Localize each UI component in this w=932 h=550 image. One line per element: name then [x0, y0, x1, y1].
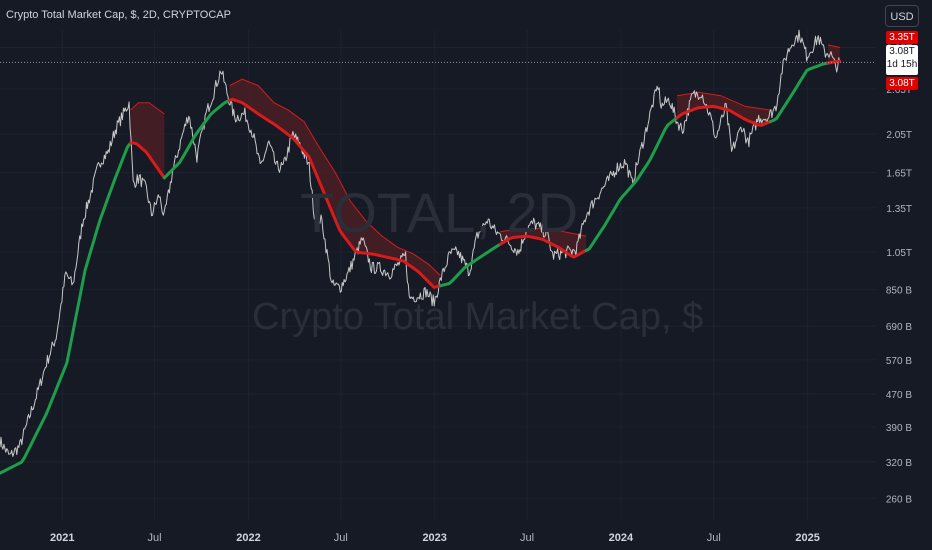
- x-tick-label: 2023: [422, 532, 446, 544]
- y-tick-label: 690 B: [886, 322, 912, 333]
- price-line: [0, 29, 841, 457]
- watermark-name: Crypto Total Market Cap, $: [252, 296, 704, 338]
- trend-segment-bear: [675, 104, 772, 127]
- y-tick-label: 470 B: [886, 390, 912, 401]
- y-tick-label: 2.05T: [886, 130, 912, 141]
- band-price-label: 3.35T: [886, 31, 918, 44]
- trend-segment-bear: [228, 97, 442, 289]
- y-tick-label: 390 B: [886, 423, 912, 434]
- band-fill: [130, 102, 165, 178]
- last-price-label: 3.08T: [886, 77, 918, 90]
- watermark-symbol: TOTAL, 2D: [300, 181, 579, 244]
- y-tick-label: 1.05T: [886, 248, 912, 259]
- y-tick-label: 2.65T: [886, 85, 912, 96]
- price-series: [0, 29, 841, 457]
- y-tick-label: 1.35T: [886, 204, 912, 215]
- x-tick-label: 2024: [609, 532, 634, 544]
- chart-title: Crypto Total Market Cap, $, 2D, CRYPTOCA…: [6, 9, 231, 21]
- trend-segment-bull: [768, 61, 830, 124]
- x-tick-label: Jul: [520, 532, 534, 544]
- current-price-box: 3.08T 1d 15h: [886, 45, 918, 75]
- y-tick-label: 320 B: [886, 458, 912, 469]
- band-fill: [229, 79, 441, 286]
- y-tick-label: 260 B: [886, 494, 912, 505]
- y-tick-label: 850 B: [886, 285, 912, 296]
- band-upper-line: [130, 102, 165, 115]
- band-fill: [828, 44, 840, 64]
- current-price-label: 3.08T: [889, 46, 915, 57]
- x-tick-label: 2022: [236, 532, 260, 544]
- trend-segment-bull: [0, 141, 133, 475]
- x-tick-label: 2025: [795, 532, 819, 544]
- currency-button[interactable]: USD: [885, 5, 919, 27]
- band-upper-line: [229, 78, 441, 276]
- trend-segment-bull: [584, 116, 679, 252]
- trend-band: [130, 44, 840, 286]
- x-tick-label: Jul: [148, 532, 162, 544]
- x-tick-label: Jul: [707, 532, 721, 544]
- x-tick-label: Jul: [334, 532, 348, 544]
- trend-line: [0, 59, 842, 475]
- band-upper-line: [827, 44, 840, 48]
- countdown-label: 1d 15h: [886, 59, 918, 70]
- y-tick-label: 570 B: [886, 356, 912, 367]
- trend-segment-bear: [826, 59, 842, 65]
- trend-segment-bear: [499, 234, 588, 259]
- band-upper-line: [676, 91, 771, 111]
- trend-segment-bear: [129, 141, 166, 180]
- trend-segment-bull: [438, 242, 502, 288]
- x-tick-label: 2021: [50, 532, 74, 544]
- y-tick-label: 1.65T: [886, 168, 912, 179]
- trend-segment-bull: [162, 98, 232, 180]
